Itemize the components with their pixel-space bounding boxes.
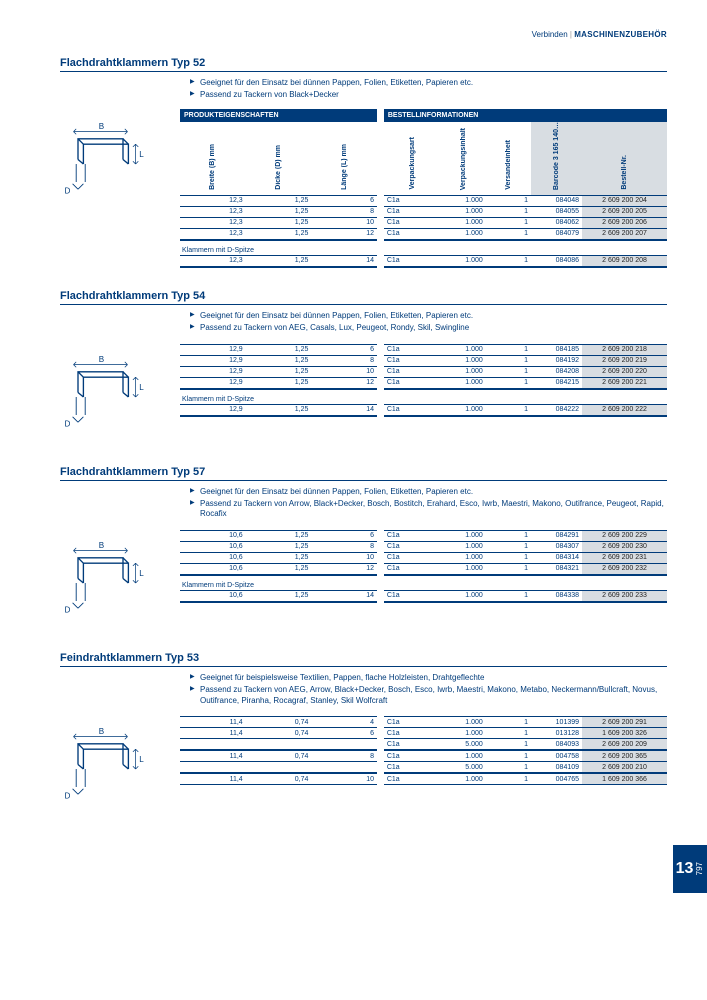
table-row: 11,40,748 C1a1.000 1004758 2 609 200 365 [180, 750, 667, 762]
table-row: 12,31,256 C1a1.000 1084048 2 609 200 204 [180, 195, 667, 206]
table-header: PRODUKTEIGENSCHAFTENBESTELLINFORMATIONEN [180, 109, 667, 122]
bullet-list: Geeignet für den Einsatz bei dünnen Papp… [190, 78, 667, 101]
bullet-item: Passend zu Tackern von Black+Decker [190, 90, 667, 100]
svg-text:D: D [65, 419, 71, 428]
product-section: Flachdrahtklammern Typ 54 Geeignet für d… [60, 290, 667, 444]
table-row: 10,61,256 C1a1.000 1084291 2 609 200 229 [180, 530, 667, 541]
illustration: B L D [60, 714, 180, 816]
table-column-labels: Breite (B) mm Dicke (D) mm Länge (L) mm … [180, 122, 667, 196]
svg-text:L: L [139, 382, 144, 391]
breadcrumb-left: Verbinden [532, 30, 568, 39]
bullet-item: Geeignet für beispielsweise Textilien, P… [190, 673, 667, 683]
bullet-item: Geeignet für den Einsatz bei dünnen Papp… [190, 78, 667, 88]
svg-text:B: B [99, 727, 104, 736]
section-title: Flachdrahtklammern Typ 52 [60, 57, 667, 69]
table-row: C1a5.000 1084093 2 609 200 209 [180, 739, 667, 751]
svg-text:D: D [65, 792, 71, 801]
bullet-list: Geeignet für den Einsatz bei dünnen Papp… [190, 311, 667, 334]
illustration: B L D [60, 109, 180, 211]
product-table: 12,91,256 C1a1.000 1084185 2 609 200 218… [180, 342, 667, 417]
table-row: C1a5.000 1084109 2 609 200 210 [180, 762, 667, 774]
product-section: Flachdrahtklammern Typ 57 Geeignet für d… [60, 466, 667, 630]
svg-text:L: L [139, 755, 144, 764]
breadcrumb-right: MASCHINENZUBEHÖR [574, 30, 667, 39]
svg-text:L: L [139, 150, 144, 159]
chapter-number: 13 [676, 860, 694, 878]
table-row: 12,31,2512 C1a1.000 1084079 2 609 200 20… [180, 228, 667, 240]
bullet-item: Geeignet für den Einsatz bei dünnen Papp… [190, 487, 667, 497]
table-row: 10,61,2512 C1a1.000 1084321 2 609 200 23… [180, 563, 667, 575]
section-title: Flachdrahtklammern Typ 54 [60, 290, 667, 302]
table-row: 11,40,746 C1a1.000 1013128 1 609 200 326 [180, 728, 667, 739]
staple-illustration: B L D [60, 352, 150, 442]
bullet-list: Geeignet für beispielsweise Textilien, P… [190, 673, 667, 706]
bullet-item: Passend zu Tackern von Arrow, Black+Deck… [190, 499, 667, 520]
svg-text:L: L [139, 569, 144, 578]
page-tab: 13 797 [673, 845, 707, 893]
product-table: 10,61,256 C1a1.000 1084291 2 609 200 229… [180, 528, 667, 603]
table-row: 12,91,2514 C1a1.000 1084222 2 609 200 22… [180, 404, 667, 416]
table-row: 12,31,2510 C1a1.000 1084062 2 609 200 20… [180, 217, 667, 228]
svg-text:B: B [99, 541, 104, 550]
table-row: 12,91,2510 C1a1.000 1084208 2 609 200 22… [180, 366, 667, 377]
table-row: 12,31,2514 C1a1.000 1084086 2 609 200 20… [180, 255, 667, 267]
table-row: 11,40,7410 C1a1.000 1004765 1 609 200 36… [180, 773, 667, 785]
table-row: 12,91,2512 C1a1.000 1084215 2 609 200 22… [180, 377, 667, 389]
product-section: Feindrahtklammern Typ 53 Geeignet für be… [60, 652, 667, 816]
section-title: Feindrahtklammern Typ 53 [60, 652, 667, 664]
svg-text:D: D [65, 606, 71, 615]
svg-text:D: D [65, 186, 71, 195]
product-table: PRODUKTEIGENSCHAFTENBESTELLINFORMATIONEN… [180, 109, 667, 268]
staple-illustration: B L D [60, 538, 150, 628]
subsection-header: Klammern mit D-Spitze [180, 389, 667, 405]
table-row: 10,61,2510 C1a1.000 1084314 2 609 200 23… [180, 552, 667, 563]
staple-illustration: B L D [60, 119, 150, 209]
subsection-header: Klammern mit D-Spitze [180, 575, 667, 591]
staple-illustration: B L D [60, 724, 150, 814]
product-section: Flachdrahtklammern Typ 52 Geeignet für d… [60, 57, 667, 268]
product-table: 11,40,744 C1a1.000 1101399 2 609 200 291… [180, 714, 667, 785]
table-row: 11,40,744 C1a1.000 1101399 2 609 200 291 [180, 717, 667, 728]
illustration: B L D [60, 342, 180, 444]
table-row: 12,91,258 C1a1.000 1084192 2 609 200 219 [180, 355, 667, 366]
bullet-item: Passend zu Tackern von AEG, Casals, Lux,… [190, 323, 667, 333]
bullet-item: Geeignet für den Einsatz bei dünnen Papp… [190, 311, 667, 321]
subsection-header: Klammern mit D-Spitze [180, 240, 667, 256]
table-row: 10,61,2514 C1a1.000 1084338 2 609 200 23… [180, 590, 667, 602]
bullet-item: Passend zu Tackern von AEG, Arrow, Black… [190, 685, 667, 706]
breadcrumb: Verbinden | MASCHINENZUBEHÖR [60, 30, 667, 39]
svg-text:B: B [99, 122, 104, 131]
section-title: Flachdrahtklammern Typ 57 [60, 466, 667, 478]
bullet-list: Geeignet für den Einsatz bei dünnen Papp… [190, 487, 667, 520]
svg-text:B: B [99, 355, 104, 364]
table-row: 10,61,258 C1a1.000 1084307 2 609 200 230 [180, 541, 667, 552]
table-row: 12,31,258 C1a1.000 1084055 2 609 200 205 [180, 206, 667, 217]
illustration: B L D [60, 528, 180, 630]
table-row: 12,91,256 C1a1.000 1084185 2 609 200 218 [180, 344, 667, 355]
page-number: 797 [695, 862, 704, 875]
